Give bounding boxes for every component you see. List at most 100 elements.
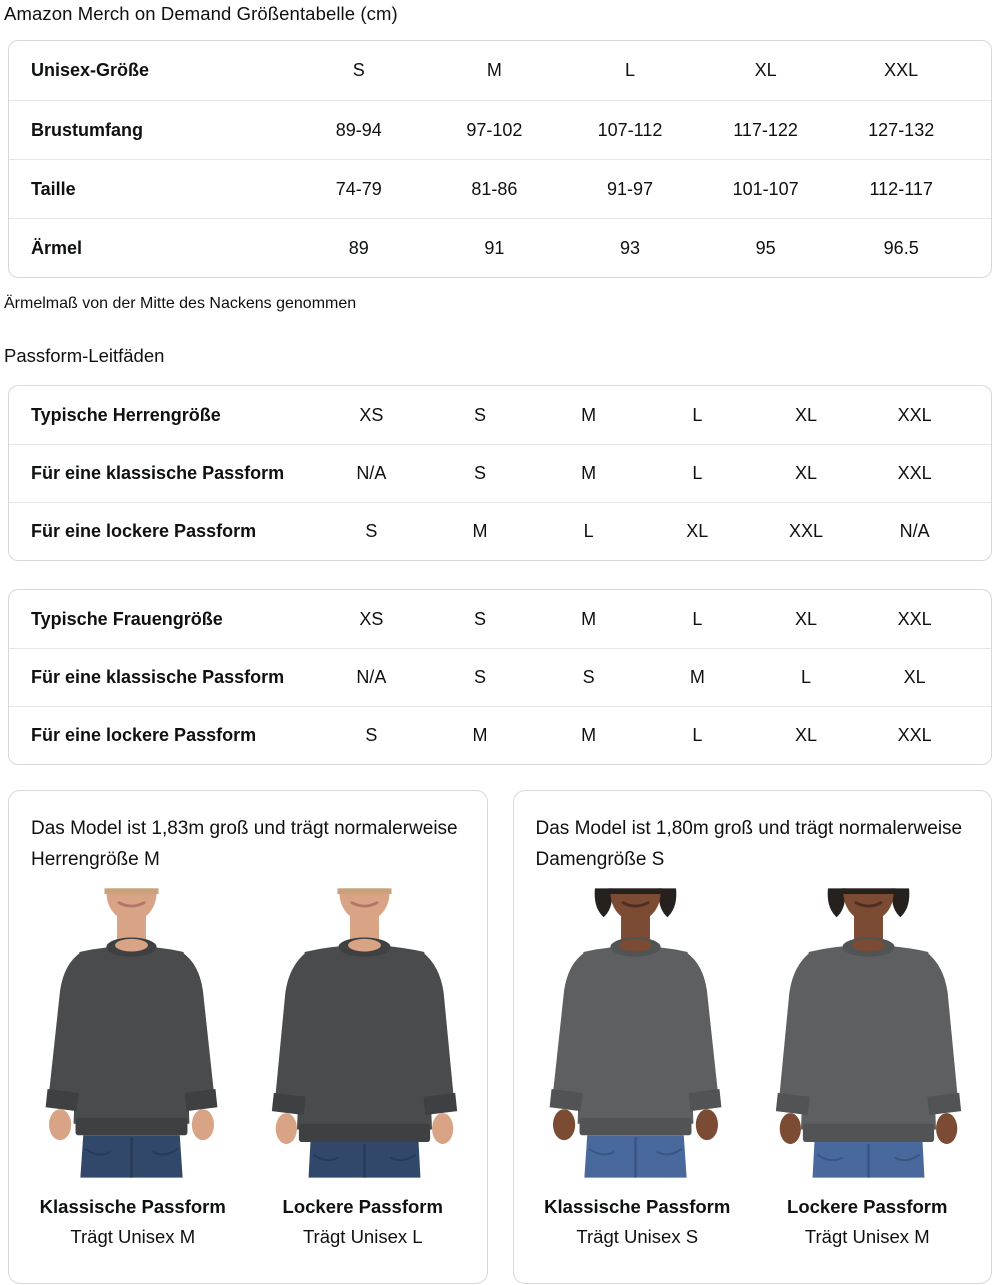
photo-captions-row: Klassische Passform Trägt Unisex M Locke… <box>25 1193 471 1252</box>
measurement-cell: 112-117 <box>869 178 933 199</box>
size-cell: S <box>473 667 486 687</box>
measurement-cell: 91 <box>484 237 505 258</box>
model-photos-row <box>530 888 976 1178</box>
size-cell: M <box>581 725 597 745</box>
size-cell: S <box>365 521 378 541</box>
figure-caption: Lockere Passform Trägt Unisex M <box>762 1193 972 1252</box>
size-cell: XL <box>686 521 709 541</box>
measurement-cell: 95 <box>755 237 776 258</box>
measurement-cell: 89-94 <box>335 119 382 140</box>
male-model-classic-fit-photo <box>35 888 228 1178</box>
row-label: Brustumfang <box>31 119 143 140</box>
size-cell: XL <box>794 725 817 745</box>
size-cell: XL <box>794 404 817 425</box>
fit-type-label: Klassische Passform <box>544 1196 731 1217</box>
size-cell: N/A <box>356 463 387 483</box>
row-label: Unisex-Größe <box>31 60 150 80</box>
size-cell: M <box>581 404 597 425</box>
size-cell: S <box>582 667 595 687</box>
size-chart-page: Amazon Merch on Demand Größentabelle (cm… <box>4 0 992 1284</box>
fit-guides-heading: Passform-Leitfäden <box>4 345 165 366</box>
women-fit-table: Typische Frauengröße XS S M L XL XXL Für… <box>8 589 992 765</box>
men-model-card: Das Model ist 1,83m groß und trägt norma… <box>8 790 488 1284</box>
women-model-card: Das Model ist 1,80m groß und trägt norma… <box>512 790 992 1284</box>
figure-caption: Klassische Passform Trägt Unisex S <box>532 1193 742 1252</box>
table-row: Unisex-Größe S M L XL XXL <box>9 41 991 100</box>
measurement-cell: 101-107 <box>732 178 799 199</box>
measurement-cell: 107-112 <box>597 119 663 140</box>
size-cell: XL <box>794 608 817 629</box>
worn-size-label: Trägt Unisex M <box>70 1226 196 1247</box>
fit-type-label: Klassische Passform <box>39 1196 226 1217</box>
size-cell: XL <box>903 667 926 687</box>
size-cell: M <box>472 725 488 745</box>
size-cell: M <box>581 463 597 483</box>
size-cell: XL <box>754 60 777 80</box>
size-cell: M <box>472 521 488 541</box>
size-cell: XXL <box>884 60 919 80</box>
female-model-classic-fit-photo <box>539 888 732 1178</box>
size-cell: N/A <box>899 521 930 541</box>
figure-caption: Klassische Passform Trägt Unisex M <box>28 1193 238 1252</box>
fit-type-label: Lockere Passform <box>787 1196 948 1217</box>
model-cards-row: Das Model ist 1,83m groß und trägt norma… <box>8 790 992 1284</box>
size-cell: XS <box>359 608 384 629</box>
fit-type-label: Lockere Passform <box>282 1196 443 1217</box>
measurement-cell: 89 <box>348 237 369 258</box>
size-cell: S <box>352 60 365 80</box>
size-cell: M <box>581 608 597 629</box>
size-cell: XXL <box>897 463 932 483</box>
size-cell: L <box>692 463 703 483</box>
size-cell: S <box>365 725 378 745</box>
row-label: Für eine klassische Passform <box>31 463 285 483</box>
men-fit-table: Typische Herrengröße XS S M L XL XXL Für… <box>8 385 992 561</box>
size-cell: XS <box>359 404 384 425</box>
table-row: Typische Frauengröße XS S M L XL XXL <box>9 590 991 648</box>
measurement-cell: 127-132 <box>868 119 935 140</box>
table-row: Für eine lockere Passform S M L XL XXL N… <box>9 502 991 560</box>
worn-size-label: Trägt Unisex M <box>804 1226 930 1247</box>
size-cell: L <box>692 725 703 745</box>
row-label: Ärmel <box>31 237 83 258</box>
worn-size-label: Trägt Unisex S <box>576 1226 699 1247</box>
row-label: Typische Frauengröße <box>31 608 223 629</box>
row-label: Für eine lockere Passform <box>31 521 257 541</box>
figure-caption: Lockere Passform Trägt Unisex L <box>258 1193 468 1252</box>
model-description: Das Model ist 1,80m groß und trägt norma… <box>535 818 963 870</box>
size-cell: L <box>583 521 594 541</box>
size-cell: S <box>473 463 486 483</box>
worn-size-label: Trägt Unisex L <box>302 1226 423 1247</box>
measurement-cell: 81-86 <box>471 178 518 199</box>
model-photos-row <box>25 888 471 1178</box>
photo-captions-row: Klassische Passform Trägt Unisex S Locke… <box>530 1193 976 1252</box>
size-cell: L <box>624 60 635 80</box>
table-row: Brustumfang 89-94 97-102 107-112 117-122… <box>9 100 991 159</box>
measurement-cell: 96.5 <box>883 237 919 258</box>
measurement-cell: 93 <box>619 237 640 258</box>
page-title: Amazon Merch on Demand Größentabelle (cm… <box>4 3 398 24</box>
size-cell: L <box>692 404 703 425</box>
size-cell: S <box>473 608 486 629</box>
size-cell: L <box>692 608 703 629</box>
row-label: Taille <box>31 178 76 199</box>
measurement-cell: 97-102 <box>466 119 523 140</box>
measurement-cell: 74-79 <box>335 178 382 199</box>
table-row: Für eine klassische Passform N/A S M L X… <box>9 444 991 502</box>
row-label: Für eine lockere Passform <box>31 725 257 745</box>
measurement-cell: 117-122 <box>733 119 798 140</box>
sleeve-measure-note: Ärmelmaß von der Mitte des Nackens genom… <box>4 295 357 312</box>
row-label: Für eine klassische Passform <box>31 667 285 687</box>
size-cell: XL <box>794 463 817 483</box>
size-cell: XXL <box>897 608 932 629</box>
unisex-size-table: Unisex-Größe S M L XL XXL Brustumfang 89… <box>8 40 992 278</box>
size-cell: N/A <box>356 667 387 687</box>
size-cell: XXL <box>897 725 932 745</box>
measurement-cell: 91-97 <box>606 178 654 199</box>
table-row: Für eine klassische Passform N/A S S M L… <box>9 648 991 706</box>
female-model-loose-fit-photo <box>772 888 965 1178</box>
size-cell: L <box>800 667 811 687</box>
size-cell: M <box>689 667 705 687</box>
size-cell: S <box>473 404 486 425</box>
size-cell: XXL <box>788 521 823 541</box>
row-label: Typische Herrengröße <box>31 404 221 425</box>
